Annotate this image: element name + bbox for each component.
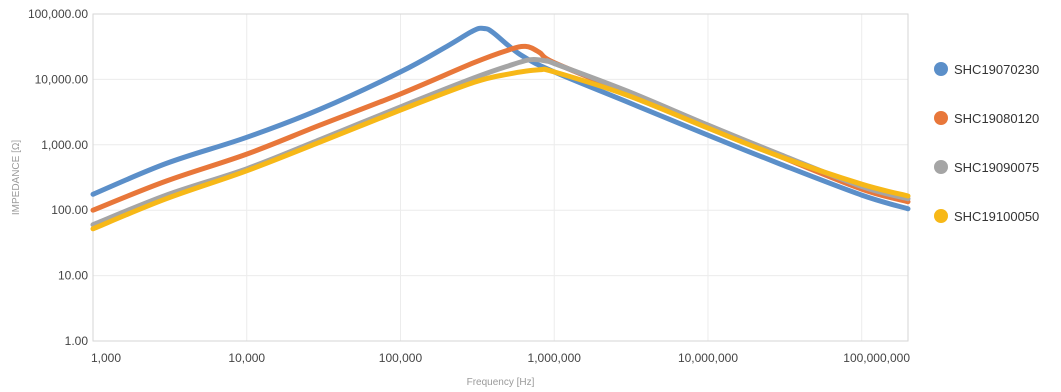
legend-label: SHC19090075 [954, 160, 1039, 175]
legend-marker [934, 62, 948, 76]
x-tick-label: 1,000,000 [528, 351, 582, 365]
y-axis-title: IMPEDANCE [Ω] [11, 140, 22, 215]
y-tick-label: 10.00 [58, 269, 88, 283]
y-tick-label: 1.00 [65, 334, 89, 348]
x-axis-ticks: 1,000 10,000 100,000 1,000,000 10,000,000 100… [91, 351, 910, 365]
x-tick-label: 10,000,000 [678, 351, 738, 365]
x-tick-label: 100,000 [379, 351, 423, 365]
legend-label: SHC19080120 [954, 111, 1039, 126]
legend-marker [934, 111, 948, 125]
y-tick-label: 100,000.00 [28, 7, 88, 21]
legend: SHC19070230 SHC19080120 SHC19090075 SHC1910… [934, 62, 1039, 224]
plot-frame [92, 13, 909, 342]
series-line-4 [90, 66, 911, 232]
y-axis-ticks: 1.00 10.00 100.00 1,000.00 10,000.00 100,000.… [28, 7, 88, 348]
y-tick-label: 10,000.00 [35, 72, 89, 86]
x-tick-label: 10,000 [228, 351, 265, 365]
legend-marker [934, 160, 948, 174]
y-tick-label: 100.00 [51, 203, 88, 217]
legend-marker [934, 209, 948, 223]
series-line-1 [90, 25, 911, 212]
series-lines [90, 25, 911, 232]
series-line-3 [90, 56, 911, 228]
legend-label: SHC19070230 [954, 62, 1039, 77]
x-tick-label: 100,000,000 [843, 351, 910, 365]
x-axis-title: Frequency [Hz] [467, 377, 535, 388]
legend-label: SHC19100050 [954, 209, 1039, 224]
x-tick-label: 1,000 [91, 351, 121, 365]
y-tick-label: 1,000.00 [41, 138, 88, 152]
